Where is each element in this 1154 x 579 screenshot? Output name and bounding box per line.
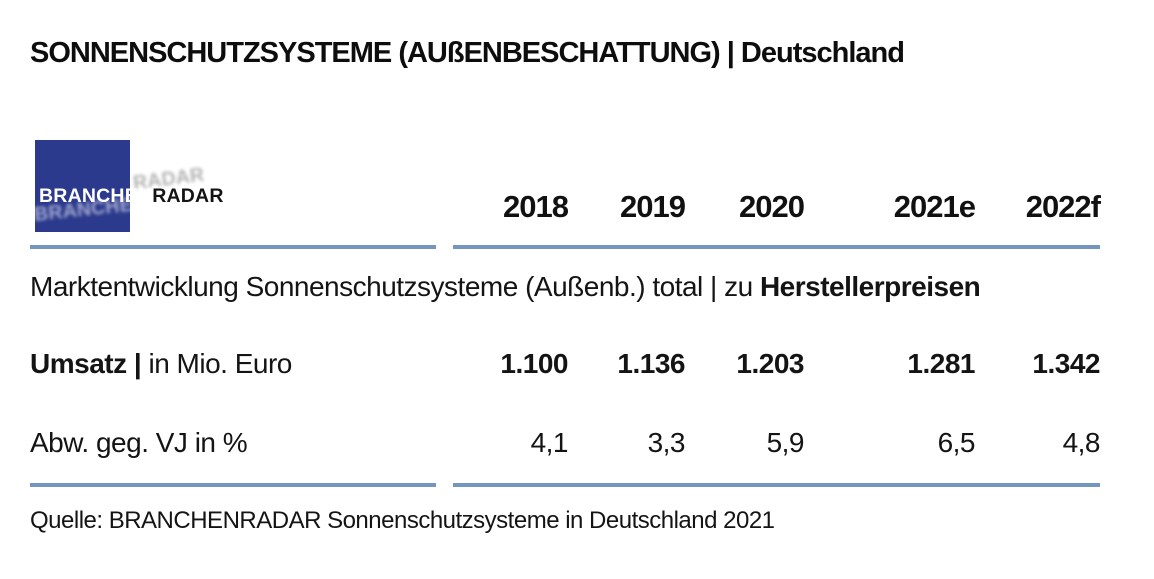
row-label-umsatz: Umsatz | in Mio. Euro [30, 348, 453, 380]
abw-value-2021e: 6,5 [937, 427, 976, 458]
logo-square [35, 140, 130, 232]
row-label-abweichung-regular: Abw. geg. VJ in % [30, 427, 248, 458]
divider-top-right-segment [453, 245, 1100, 249]
section-label-row: Marktentwicklung Sonnenschutzsysteme (Au… [30, 249, 1100, 325]
logo-text-radar: RADAR [152, 185, 224, 207]
column-header-2018: 2018 [503, 189, 569, 224]
abw-value-2020: 5,9 [766, 427, 805, 458]
table-row-umsatz: Umsatz | in Mio. Euro 1.100 1.136 1.203 … [30, 325, 1101, 403]
column-header-2022f: 2022f [1025, 189, 1101, 224]
page-title: SONNENSCHUTZSYSTEME (AUßENBESCHATTUNG) |… [30, 37, 905, 69]
umsatz-value-2019: 1.136 [617, 348, 685, 379]
row-label-umsatz-bold: Umsatz | [30, 348, 142, 379]
source-note: Quelle: BRANCHENRADAR Sonnenschutzsystem… [30, 507, 775, 534]
branchenradar-logo: RADAR BRANCHEN BRANCHENRADAR [30, 140, 230, 245]
column-header-2019: 2019 [620, 189, 686, 224]
divider-bottom [30, 483, 1100, 487]
umsatz-value-2020: 1.203 [736, 348, 804, 379]
report-page: SONNENSCHUTZSYSTEME (AUßENBESCHATTUNG) |… [30, 37, 1101, 534]
column-header-2020: 2020 [739, 189, 805, 224]
row-label-abweichung: Abw. geg. VJ in % [30, 427, 453, 459]
table-row-abweichung: Abw. geg. VJ in % 4,1 3,3 5,9 6,5 4,8 [30, 403, 1101, 483]
divider-top-left-segment [30, 245, 436, 249]
section-label-bold: Herstellerpreisen [759, 271, 981, 302]
abw-value-2018: 4,1 [530, 427, 569, 458]
divider-bottom-left-segment [30, 483, 436, 487]
divider-bottom-right-segment [453, 483, 1100, 487]
logo-text-branchen: BRANCHEN [39, 185, 153, 207]
row-label-umsatz-regular: in Mio. Euro [141, 348, 292, 379]
table-header-row: RADAR BRANCHEN BRANCHENRADAR 2018 2019 2… [30, 140, 1101, 245]
umsatz-value-2021e: 1.281 [907, 348, 975, 379]
section-label: Marktentwicklung Sonnenschutzsysteme (Au… [30, 271, 1100, 303]
logo-text: BRANCHENRADAR [39, 185, 224, 208]
umsatz-value-2018: 1.100 [500, 348, 568, 379]
abw-value-2019: 3,3 [647, 427, 686, 458]
abw-value-2022f: 4,8 [1062, 427, 1101, 458]
divider-top [30, 245, 1100, 249]
column-header-2021e: 2021e [893, 189, 976, 224]
section-label-regular: Marktentwicklung Sonnenschutzsysteme (Au… [30, 271, 760, 302]
umsatz-value-2022f: 1.342 [1032, 348, 1100, 379]
